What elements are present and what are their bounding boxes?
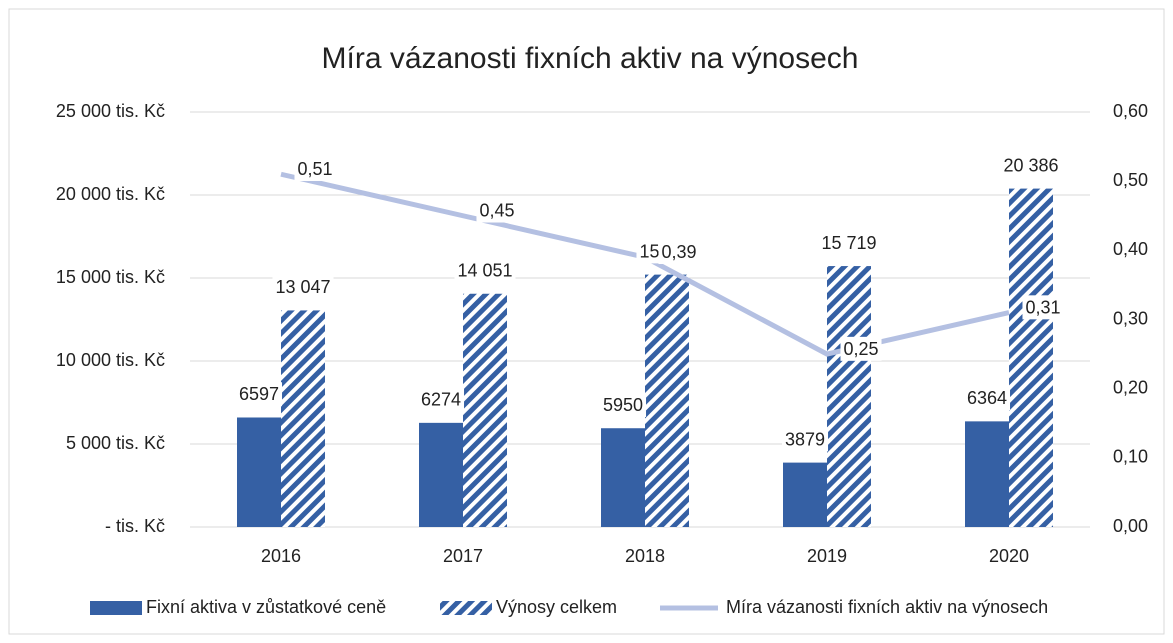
bar [827, 266, 871, 527]
y2-tick-label: 0,30 [1113, 308, 1148, 328]
bar-value-label-group: 20 386 [1000, 153, 1062, 178]
x-tick-label: 2017 [443, 546, 483, 566]
line-value-label-group: 0,51 [294, 157, 336, 181]
bar-value-label-group: 3879 [781, 427, 829, 452]
bar-value-label: 20 386 [1003, 155, 1058, 175]
bar-value-label-group: 14 051 [454, 258, 516, 283]
bar-value-label-bg [1000, 153, 1062, 178]
bar-value-label-bg [599, 392, 647, 417]
line-value-label-bg [1022, 295, 1064, 320]
line-value-label: 0,51 [297, 159, 332, 179]
bar [237, 417, 281, 527]
bar-value-label: 5950 [603, 395, 643, 415]
bar-value-label-group: 13 047 [272, 275, 334, 300]
y-tick-label: 15 000 tis. Kč [56, 267, 165, 287]
line-value-label-group: 0,45 [476, 198, 518, 223]
bar [419, 422, 463, 527]
line-value-label-group: 0,25 [840, 336, 882, 361]
bar-value-label: 6274 [421, 390, 461, 410]
line-value-label-bg [476, 198, 518, 223]
y2-tick-label: 0,50 [1113, 170, 1148, 190]
legend-label: Míra vázanosti fixních aktiv na výnosech [726, 597, 1048, 617]
bar-value-label-bg [781, 427, 829, 452]
line-value-label: 0,39 [661, 242, 696, 262]
y-tick-label: - tis. Kč [105, 516, 165, 536]
y2-tick-label: 0,60 [1113, 101, 1148, 121]
chart-title: Míra vázanosti fixních aktiv na výnosech [322, 42, 859, 75]
y-tick-label: 10 000 tis. Kč [56, 350, 165, 370]
legend-label: Výnosy celkem [496, 597, 617, 617]
y-tick-label: 20 000 tis. Kč [56, 184, 165, 204]
legend-swatch [90, 601, 142, 615]
legend-label: Fixní aktiva v zůstatkové ceně [146, 597, 386, 617]
bar-value-label: 13 047 [275, 277, 330, 297]
y2-tick-label: 0,00 [1113, 516, 1148, 536]
bar [645, 274, 689, 527]
bar [965, 421, 1009, 527]
line-value-label-group: 0,39 [658, 240, 700, 264]
y-tick-label: 5 000 tis. Kč [66, 433, 165, 453]
bar-value-label: 15 719 [821, 233, 876, 253]
bar-value-label: 6364 [967, 388, 1007, 408]
bar-value-label-group: 6274 [417, 387, 465, 412]
y-tick-label: 25 000 tis. Kč [56, 101, 165, 121]
bar [281, 310, 325, 527]
line-value-label-bg [294, 157, 336, 181]
x-tick-label: 2020 [989, 546, 1029, 566]
x-tick-label: 2019 [807, 546, 847, 566]
bar-value-label-bg [417, 387, 465, 412]
line-value-label: 0,25 [843, 339, 878, 359]
bar [1009, 188, 1053, 527]
bar [783, 462, 827, 527]
bar-value-label: 6597 [239, 384, 279, 404]
bar-value-label-group: 5950 [599, 392, 647, 417]
bar-value-label: 14 051 [457, 261, 512, 281]
bar [601, 428, 645, 527]
line-value-label-bg [658, 240, 700, 264]
y2-tick-label: 0,10 [1113, 447, 1148, 467]
bar-value-label: 3879 [785, 429, 825, 449]
x-tick-label: 2018 [625, 546, 665, 566]
bar-value-label-group: 6364 [963, 386, 1011, 411]
bar-value-label-bg [818, 230, 880, 255]
y2-tick-label: 0,20 [1113, 377, 1148, 397]
bar-value-label-bg [454, 258, 516, 283]
chart-border [8, 8, 1165, 635]
line-value-label-bg [840, 336, 882, 361]
bar [463, 293, 507, 527]
legend-swatch [440, 601, 492, 615]
bar-value-label-bg [235, 382, 283, 407]
bar-value-label-bg [272, 275, 334, 300]
line-value-label: 0,45 [479, 201, 514, 221]
x-tick-label: 2016 [261, 546, 301, 566]
bar-value-label-group: 15 719 [818, 230, 880, 255]
bar-value-label-group: 6597 [235, 382, 283, 407]
line-value-label-group: 0,31 [1022, 295, 1064, 320]
line-value-label: 0,31 [1025, 297, 1060, 317]
y2-tick-label: 0,40 [1113, 239, 1148, 259]
bar-value-label-bg [963, 386, 1011, 411]
